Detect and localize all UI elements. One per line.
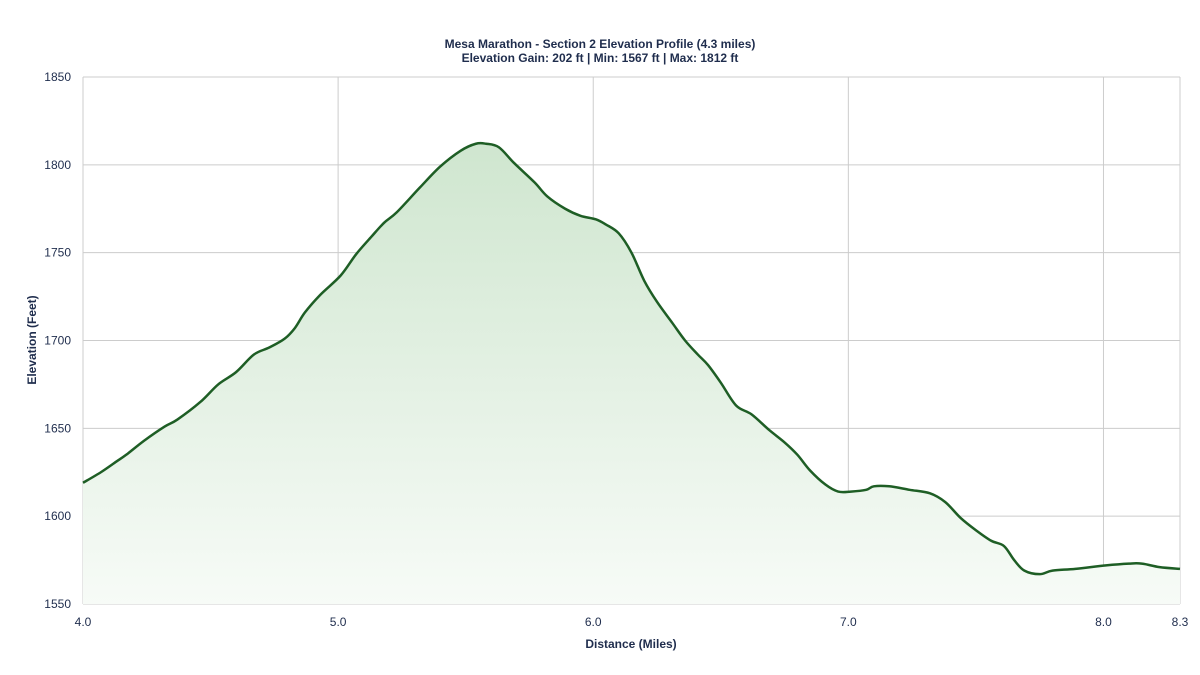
x-tick-label: 5.0 [330,615,347,629]
y-tick-label: 1750 [44,246,71,260]
chart-subtitle: Elevation Gain: 202 ft | Min: 1567 ft | … [462,51,739,65]
x-axis-label: Distance (Miles) [585,637,676,651]
x-tick-label: 7.0 [840,615,857,629]
y-axis-ticks: 1550 1600 1650 1700 1750 1800 1850 [44,70,71,611]
y-tick-label: 1600 [44,509,71,523]
chart-title: Mesa Marathon - Section 2 Elevation Prof… [445,37,756,51]
y-tick-label: 1800 [44,158,71,172]
x-tick-label: 8.0 [1095,615,1112,629]
y-axis-label: Elevation (Feet) [25,295,39,384]
x-tick-label: 8.3 [1172,615,1189,629]
x-axis-ticks: 4.0 5.0 6.0 7.0 8.0 8.3 [75,615,1189,629]
x-tick-label: 4.0 [75,615,92,629]
y-tick-label: 1850 [44,70,71,84]
y-tick-label: 1650 [44,421,71,435]
y-tick-label: 1550 [44,597,71,611]
elevation-area [83,143,1180,604]
x-tick-label: 6.0 [585,615,602,629]
elevation-line [82,141,1181,576]
y-tick-label: 1700 [44,334,71,348]
